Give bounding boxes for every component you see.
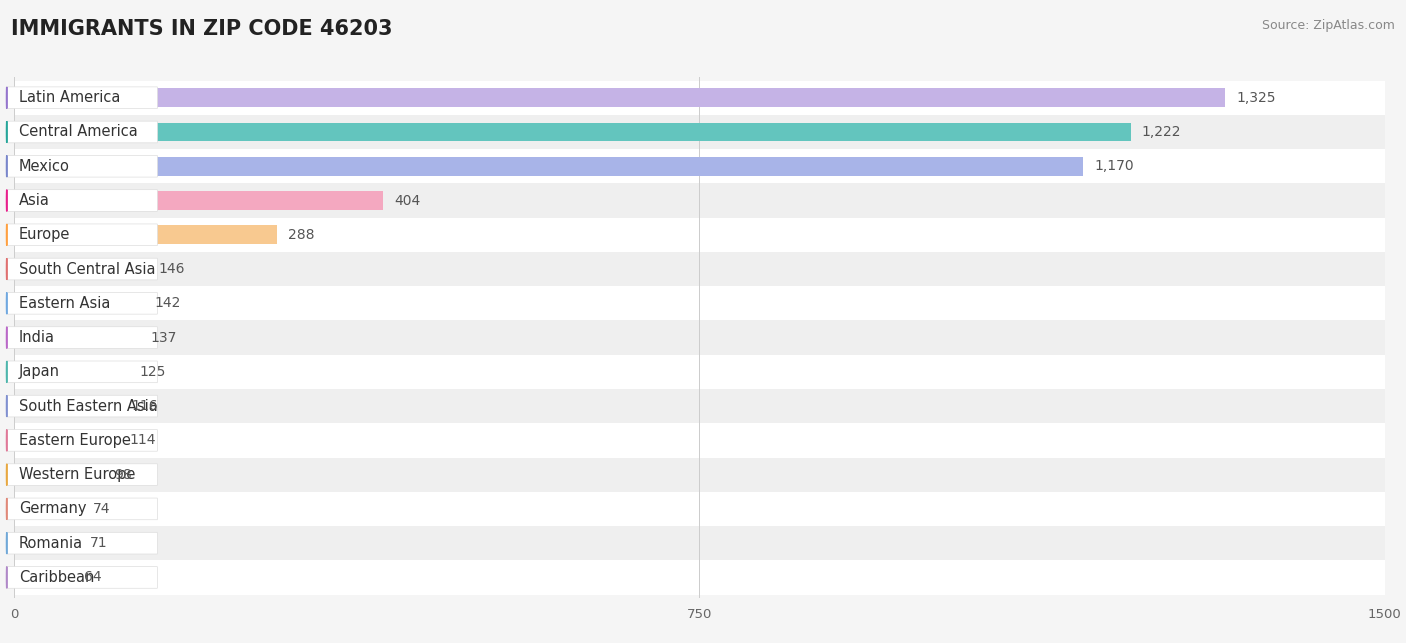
Bar	[14, 568, 73, 587]
Text: Mexico: Mexico	[18, 159, 69, 174]
Text: 74: 74	[93, 502, 110, 516]
Bar	[14, 183, 1385, 217]
Bar	[14, 355, 1385, 389]
Text: India: India	[18, 330, 55, 345]
Text: 146: 146	[159, 262, 186, 276]
Bar	[14, 500, 82, 518]
Bar	[14, 466, 104, 484]
Bar	[14, 225, 277, 244]
Bar	[14, 526, 1385, 560]
Bar	[14, 458, 1385, 492]
Text: 1,222: 1,222	[1142, 125, 1181, 139]
Bar	[14, 560, 1385, 595]
FancyBboxPatch shape	[7, 156, 157, 177]
Bar	[14, 431, 118, 450]
FancyBboxPatch shape	[7, 258, 157, 280]
Text: 1,325: 1,325	[1236, 91, 1275, 105]
Bar	[14, 397, 120, 415]
Bar	[14, 123, 1130, 141]
Text: Western Europe: Western Europe	[18, 467, 135, 482]
Bar	[14, 328, 139, 347]
FancyBboxPatch shape	[7, 395, 157, 417]
FancyBboxPatch shape	[7, 532, 157, 554]
FancyBboxPatch shape	[7, 430, 157, 451]
Text: 404: 404	[394, 194, 420, 208]
Bar	[14, 492, 1385, 526]
Bar	[14, 363, 128, 381]
Text: Central America: Central America	[18, 125, 138, 140]
Text: 1,170: 1,170	[1094, 159, 1133, 173]
Text: Caribbean: Caribbean	[18, 570, 94, 585]
Bar	[14, 217, 1385, 252]
Text: 137: 137	[150, 331, 177, 345]
Bar	[14, 115, 1385, 149]
FancyBboxPatch shape	[7, 464, 157, 485]
Bar	[14, 423, 1385, 458]
Text: Germany: Germany	[18, 502, 86, 516]
Bar	[14, 260, 148, 278]
Text: 288: 288	[288, 228, 315, 242]
Text: Japan: Japan	[18, 365, 59, 379]
Bar	[14, 389, 1385, 423]
Text: South Central Asia: South Central Asia	[18, 262, 155, 276]
Text: 64: 64	[83, 570, 101, 584]
Bar	[14, 157, 1084, 176]
FancyBboxPatch shape	[7, 498, 157, 520]
Text: Eastern Europe: Eastern Europe	[18, 433, 131, 448]
Text: Latin America: Latin America	[18, 90, 120, 105]
Text: South Eastern Asia: South Eastern Asia	[18, 399, 157, 413]
Text: 98: 98	[115, 467, 132, 482]
Text: 142: 142	[155, 296, 181, 311]
Text: Eastern Asia: Eastern Asia	[18, 296, 110, 311]
Text: Source: ZipAtlas.com: Source: ZipAtlas.com	[1261, 19, 1395, 32]
Bar	[14, 320, 1385, 355]
FancyBboxPatch shape	[7, 327, 157, 349]
Text: Asia: Asia	[18, 193, 49, 208]
FancyBboxPatch shape	[7, 566, 157, 588]
Text: Romania: Romania	[18, 536, 83, 550]
Bar	[14, 88, 1225, 107]
Bar	[14, 80, 1385, 115]
Text: Europe: Europe	[18, 227, 70, 242]
Text: 125: 125	[139, 365, 166, 379]
FancyBboxPatch shape	[7, 121, 157, 143]
FancyBboxPatch shape	[7, 361, 157, 383]
Bar	[14, 286, 1385, 320]
Text: 114: 114	[129, 433, 156, 448]
Bar	[14, 252, 1385, 286]
Text: 71: 71	[90, 536, 107, 550]
FancyBboxPatch shape	[7, 224, 157, 246]
Bar	[14, 149, 1385, 183]
Bar	[14, 191, 384, 210]
FancyBboxPatch shape	[7, 87, 157, 109]
Bar	[14, 534, 79, 552]
Text: 116: 116	[131, 399, 157, 413]
FancyBboxPatch shape	[7, 190, 157, 212]
Bar	[14, 294, 143, 312]
FancyBboxPatch shape	[7, 293, 157, 314]
Text: IMMIGRANTS IN ZIP CODE 46203: IMMIGRANTS IN ZIP CODE 46203	[11, 19, 392, 39]
